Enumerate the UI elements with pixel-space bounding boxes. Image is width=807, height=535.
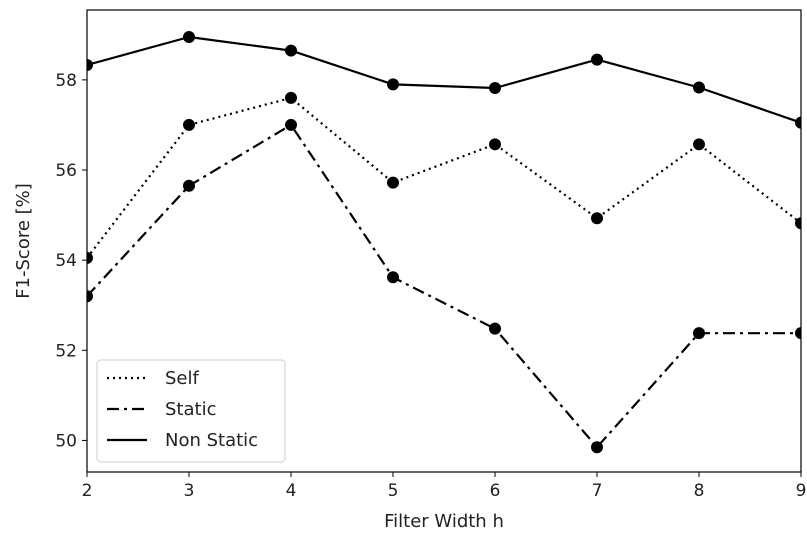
y-tick-label: 58 — [55, 71, 77, 91]
data-point-non-static — [693, 81, 705, 94]
plot-frame — [86, 9, 802, 473]
data-point-static — [693, 327, 705, 340]
y-axis-label: F1-Score [%] — [13, 183, 34, 299]
y-tick-label: 50 — [55, 431, 77, 451]
x-tick-label: 9 — [796, 481, 807, 501]
x-tick-label: 7 — [592, 481, 603, 501]
y-tick-label: 52 — [55, 341, 77, 361]
data-point-self — [285, 91, 297, 104]
plot-area — [87, 31, 801, 454]
data-point-self — [591, 212, 603, 225]
data-point-self — [87, 251, 93, 264]
legend-label-non-static: Non Static — [165, 430, 258, 451]
series-line-non-static — [87, 35, 801, 124]
data-point-non-static — [87, 58, 93, 71]
data-point-self — [693, 138, 705, 151]
data-point-non-static — [591, 53, 603, 66]
data-point-static — [285, 118, 297, 131]
x-tick-label: 2 — [82, 481, 93, 501]
y-tick-label: 54 — [55, 251, 77, 271]
legend-box — [96, 359, 286, 463]
data-point-non-static — [795, 116, 801, 129]
x-axis-label: Filter Width h — [384, 511, 504, 532]
data-point-static — [387, 271, 399, 284]
x-tick-label: 6 — [490, 481, 501, 501]
data-point-non-static — [183, 31, 195, 44]
x-tick-label: 4 — [286, 481, 297, 501]
data-point-non-static — [489, 81, 501, 94]
data-point-self — [795, 217, 801, 230]
series-line-self — [87, 96, 801, 259]
data-point-static — [795, 327, 801, 340]
data-point-non-static — [387, 78, 399, 91]
x-tick-label: 3 — [184, 481, 195, 501]
data-point-self — [183, 118, 195, 131]
y-tick-label: 56 — [55, 161, 77, 181]
data-point-static — [87, 290, 93, 303]
legend-label-self: Self — [165, 368, 200, 389]
data-point-self — [489, 138, 501, 151]
data-point-non-static — [285, 44, 297, 57]
legend-label-static: Static — [165, 399, 216, 420]
series-line-static — [87, 123, 801, 449]
data-point-static — [489, 322, 501, 335]
legend: Self Static Non Static — [96, 359, 286, 463]
data-point-self — [387, 176, 399, 189]
x-tick-label: 5 — [388, 481, 399, 501]
x-tick-label: 8 — [694, 481, 705, 501]
data-point-static — [591, 441, 603, 454]
data-point-static — [183, 179, 195, 192]
